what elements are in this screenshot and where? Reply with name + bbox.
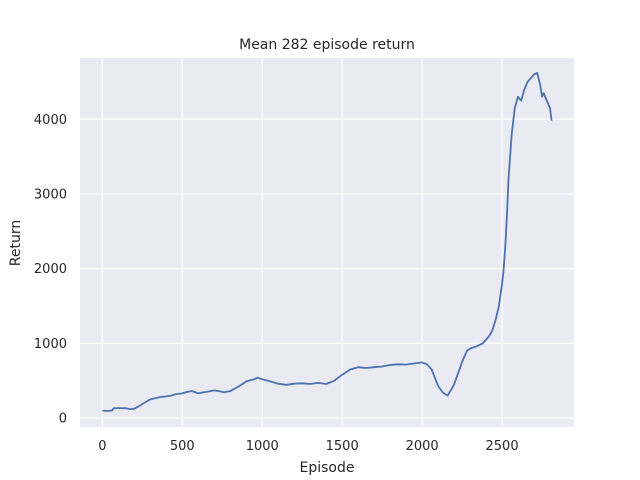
- plot-background: [80, 58, 574, 427]
- x-tick-label: 2000: [406, 439, 439, 454]
- y-tick-label: 3000: [34, 187, 67, 202]
- chart-title: Mean 282 episode return: [239, 37, 415, 53]
- x-tick-label: 1500: [326, 439, 359, 454]
- grid-lines: [80, 58, 574, 427]
- y-tick-labels: 0 1000 2000 3000 4000: [34, 113, 67, 427]
- x-tick-label: 2500: [486, 439, 519, 454]
- y-tick-label: 4000: [34, 113, 67, 128]
- x-tick-label: 0: [98, 439, 106, 454]
- series-line: [102, 72, 553, 412]
- x-tick-label: 1000: [246, 439, 279, 454]
- y-tick-label: 0: [59, 412, 67, 427]
- x-axis-label: Episode: [300, 460, 355, 476]
- x-tick-label: 500: [170, 439, 195, 454]
- y-axis-label: Return: [8, 220, 24, 266]
- y-tick-label: 1000: [34, 337, 67, 352]
- y-tick-label: 2000: [34, 262, 67, 277]
- x-tick-labels: 0 500 1000 1500 2000 2500: [98, 439, 518, 454]
